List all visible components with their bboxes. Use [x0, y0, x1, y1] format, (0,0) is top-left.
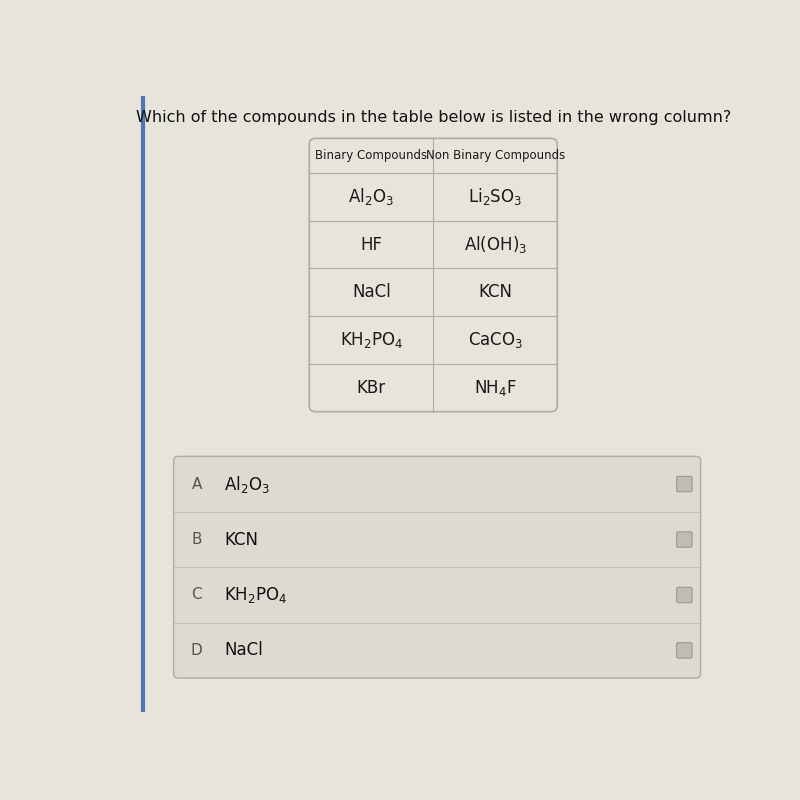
Text: KBr: KBr	[357, 379, 386, 397]
Text: NaCl: NaCl	[352, 283, 390, 302]
Text: Non Binary Compounds: Non Binary Compounds	[426, 149, 565, 162]
FancyBboxPatch shape	[677, 532, 692, 547]
Text: B: B	[192, 532, 202, 547]
Text: Which of the compounds in the table below is listed in the wrong column?: Which of the compounds in the table belo…	[136, 110, 731, 125]
FancyBboxPatch shape	[174, 456, 701, 678]
Text: KH$_2$PO$_4$: KH$_2$PO$_4$	[224, 585, 287, 605]
Text: Al$_2$O$_3$: Al$_2$O$_3$	[224, 474, 270, 494]
Text: Li$_2$SO$_3$: Li$_2$SO$_3$	[468, 186, 522, 207]
Text: KCN: KCN	[478, 283, 512, 302]
FancyBboxPatch shape	[677, 587, 692, 602]
Text: NaCl: NaCl	[224, 642, 262, 659]
Text: NH$_4$F: NH$_4$F	[474, 378, 517, 398]
Text: C: C	[191, 587, 202, 602]
FancyBboxPatch shape	[310, 138, 558, 412]
Text: Al$_2$O$_3$: Al$_2$O$_3$	[348, 186, 394, 207]
Text: A: A	[192, 477, 202, 491]
Text: D: D	[191, 643, 202, 658]
Text: HF: HF	[360, 236, 382, 254]
FancyBboxPatch shape	[677, 642, 692, 658]
Text: KH$_2$PO$_4$: KH$_2$PO$_4$	[339, 330, 403, 350]
Text: Al(OH)$_3$: Al(OH)$_3$	[464, 234, 527, 255]
Text: CaCO$_3$: CaCO$_3$	[468, 330, 523, 350]
Text: KCN: KCN	[224, 530, 258, 549]
FancyBboxPatch shape	[677, 476, 692, 492]
Text: Binary Compounds: Binary Compounds	[315, 149, 427, 162]
